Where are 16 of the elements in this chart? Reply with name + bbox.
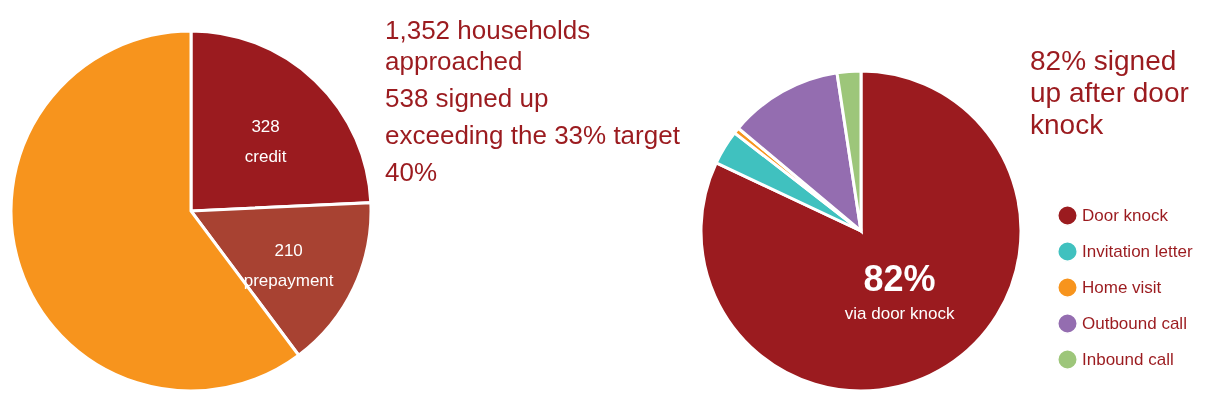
data-label: 210 [274, 241, 303, 261]
text: 82% signed up after door knock [1030, 45, 1190, 141]
legend-label: Outbound call [1082, 313, 1187, 333]
slice-label: credit [244, 146, 287, 166]
text: 538 signed up [385, 83, 550, 114]
text: via door knock [844, 303, 955, 323]
legend-label: Home visit [1082, 277, 1162, 297]
data-label: 328 [251, 116, 280, 136]
text: exceeding the 33% target [385, 120, 681, 151]
slice-label: prepayment [243, 271, 334, 291]
legend-label: Inbound call [1082, 349, 1174, 369]
data-label: 82% [863, 257, 936, 299]
text: 1,352 households approached [385, 15, 592, 77]
legend-label: Door knock [1082, 205, 1169, 225]
legend-label: Invitation letter [1082, 241, 1193, 261]
text: 40% [385, 157, 439, 188]
